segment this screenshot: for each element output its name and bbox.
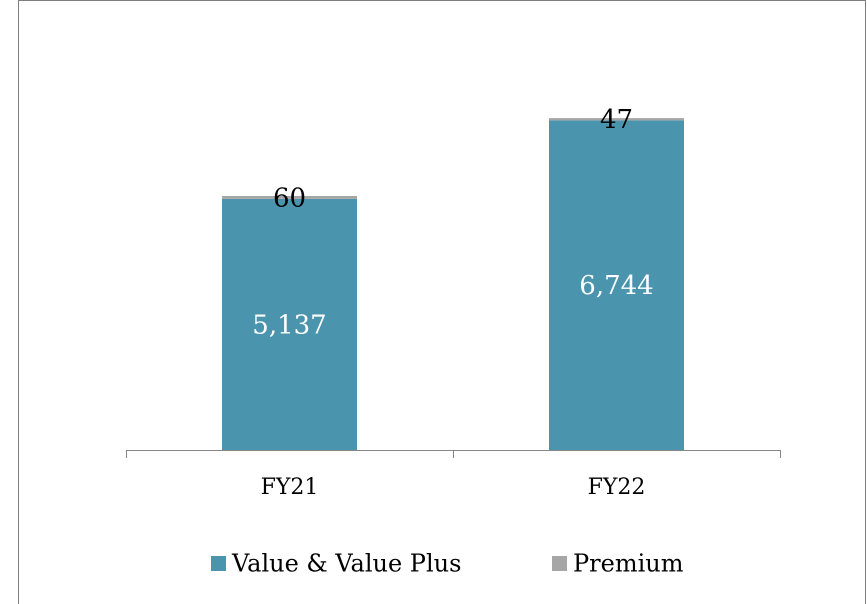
bar-segment bbox=[222, 195, 357, 199]
bar-segment bbox=[549, 118, 684, 121]
legend-label: Value & Value Plus bbox=[231, 550, 461, 578]
data-label: 60 bbox=[273, 183, 306, 213]
legend-swatch bbox=[552, 556, 567, 571]
x-tick-label: FY21 bbox=[261, 475, 319, 500]
legend-label: Premium bbox=[573, 550, 684, 578]
bar-segment bbox=[549, 120, 684, 451]
chart-border bbox=[18, 0, 866, 604]
x-tick-label: FY22 bbox=[588, 475, 646, 500]
data-label: 5,137 bbox=[252, 310, 326, 340]
data-label: 6,744 bbox=[579, 271, 653, 301]
data-label: 47 bbox=[600, 105, 633, 135]
bar-segment bbox=[222, 198, 357, 450]
legend-swatch bbox=[211, 556, 226, 571]
